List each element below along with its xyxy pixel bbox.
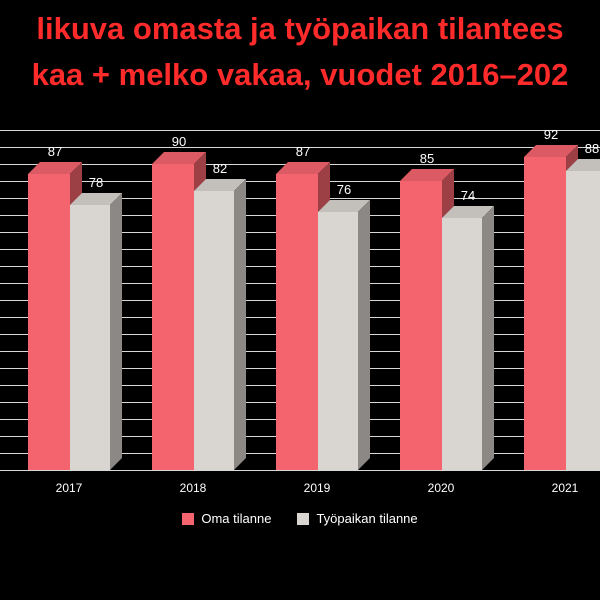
bar-front-face	[318, 211, 358, 470]
category-label: 2021	[551, 481, 579, 495]
bar-value-label: 85	[419, 151, 435, 166]
bar-value-label: 88	[584, 140, 600, 156]
bar-front-face	[400, 181, 442, 470]
legend-swatch	[182, 512, 195, 525]
bar-front-face	[28, 174, 70, 470]
bar-side-face	[482, 206, 494, 470]
bar-front-face	[442, 218, 482, 470]
bar-value-label: 87	[47, 144, 63, 160]
plot-area: 87 78 2017 90 82 2018 87 76 2019 85 74 2020 92 88 2021	[0, 127, 600, 495]
bar-front-face	[70, 204, 110, 470]
bar-value-label: 87	[295, 144, 311, 160]
gridline	[0, 147, 600, 148]
category-label: 2019	[303, 481, 331, 495]
bar-side-face	[234, 179, 246, 470]
category-label: 2020	[427, 481, 455, 495]
bar-value-label: 78	[88, 174, 104, 190]
bar-front-face	[276, 174, 318, 470]
bar-front-face	[194, 191, 234, 470]
bar-value-label: 76	[336, 181, 352, 197]
bar-value-label: 82	[212, 161, 228, 177]
chart-title: likuva omasta ja työpaikan tilantees kaa…	[0, 6, 600, 98]
gridline	[0, 470, 600, 471]
legend-item: Työpaikan tilanne	[297, 511, 418, 526]
legend-label: Oma tilanne	[201, 511, 272, 526]
category-label: 2017	[55, 481, 83, 495]
category-label: 2018	[179, 481, 207, 495]
legend-swatch	[297, 512, 310, 525]
legend-item: Oma tilanne	[182, 511, 271, 526]
legend: Oma tilanne Työpaikan tilanne	[0, 511, 600, 526]
bar-front-face	[524, 157, 566, 470]
bar-value-label: 92	[543, 127, 559, 143]
chart-title-line2: kaa + melko vakaa, vuodet 2016–202	[31, 57, 569, 92]
bar-side-face	[358, 199, 370, 470]
bar-side-face	[110, 192, 122, 470]
bar-front-face	[566, 170, 600, 470]
legend-label: Työpaikan tilanne	[316, 511, 418, 526]
bar-front-face	[152, 164, 194, 470]
bar-value-label: 90	[171, 134, 187, 149]
chart-title-line1: likuva omasta ja työpaikan tilantees	[36, 11, 564, 46]
gridline	[0, 130, 600, 131]
bar-value-label: 74	[460, 188, 476, 204]
